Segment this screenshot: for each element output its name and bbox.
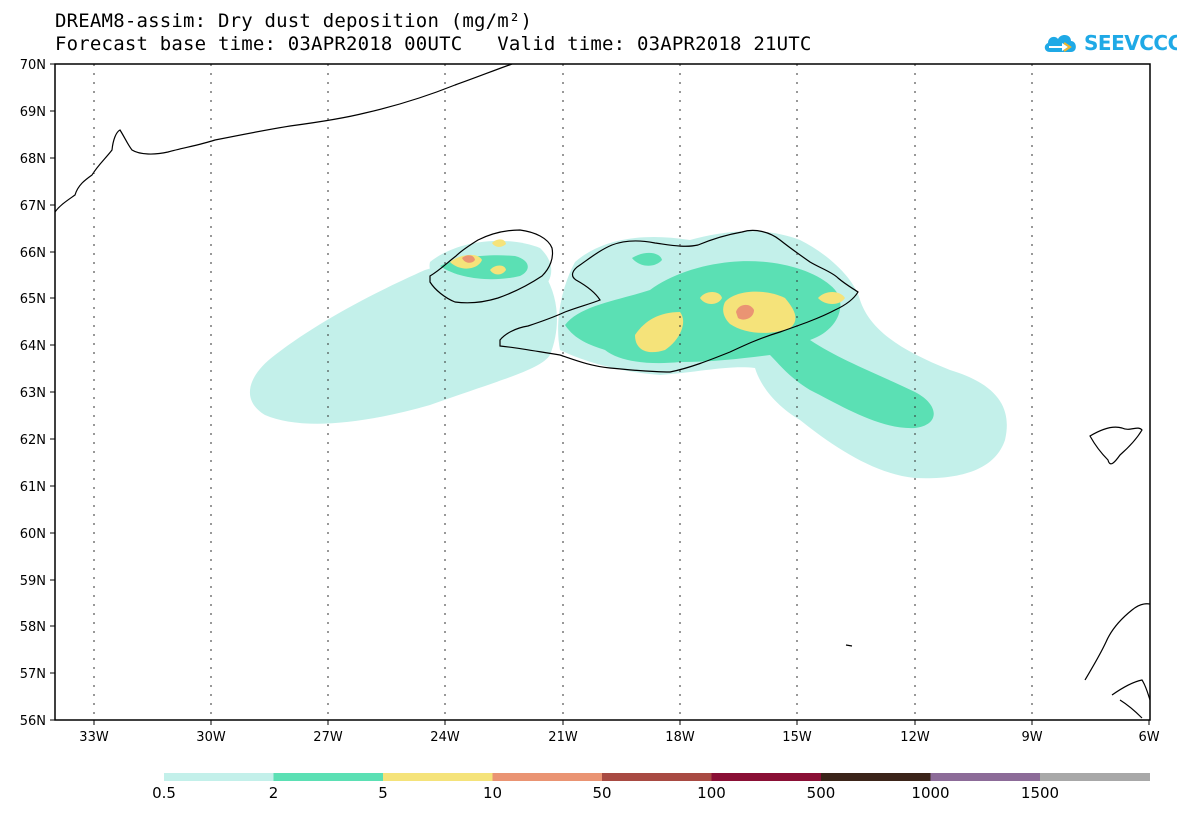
lon-label: 24W: [430, 730, 460, 745]
greenland-coast: [55, 64, 513, 213]
lon-label: 15W: [782, 730, 812, 745]
colorbar-label: 1000: [911, 784, 949, 802]
colorbar-swatch: [383, 773, 493, 781]
lat-label: 62N: [20, 433, 46, 448]
seevccc-logo: SEEVCCC: [1042, 30, 1177, 56]
gridlines: [93, 64, 1033, 720]
lon-label: 33W: [79, 730, 109, 745]
westfjords-coast: [429, 229, 554, 304]
lat-label: 68N: [20, 152, 46, 167]
lon-label: 27W: [313, 730, 343, 745]
colorbar-swatch: [164, 773, 274, 781]
colorbar-label: 1500: [1021, 784, 1059, 802]
colorbar: 0.5 2 5 10 50 100 500 1000 1500: [152, 773, 1150, 802]
colorbar-label: 50: [592, 784, 611, 802]
lat-label: 67N: [20, 199, 46, 214]
colorbar-label: 500: [807, 784, 836, 802]
colorbar-swatch: [273, 773, 384, 781]
lat-label: 61N: [20, 480, 46, 495]
lat-label: 60N: [20, 527, 46, 542]
island-speck: [845, 644, 853, 647]
lon-label: 30W: [196, 730, 226, 745]
lat-label: 58N: [20, 620, 46, 635]
lat-label: 56N: [20, 714, 46, 729]
lat-label: 70N: [20, 58, 46, 73]
lon-label: 18W: [665, 730, 695, 745]
scotland-coast: [1084, 603, 1150, 719]
iceland-coast: [499, 229, 859, 373]
lon-label: 12W: [900, 730, 930, 745]
colorbar-swatch: [602, 773, 712, 781]
colorbar-swatches: [164, 773, 1150, 781]
colorbar-swatch: [821, 773, 931, 781]
colorbar-label: 10: [483, 784, 502, 802]
coastlines: [55, 64, 1150, 719]
lon-label: 6W: [1138, 730, 1159, 745]
lat-label: 69N: [20, 105, 46, 120]
cloud-arrow-icon: [1044, 35, 1076, 52]
chart-title: DREAM8-assim: Dry dust deposition (mg/m²…: [55, 10, 533, 32]
lat-axis: 70N 69N 68N 67N 66N 65N 64N 63N 62N 61N …: [20, 58, 55, 729]
lat-label: 65N: [20, 292, 46, 307]
lat-label: 57N: [20, 667, 46, 682]
logo-text: SEEVCCC: [1084, 31, 1177, 55]
lon-label: 9W: [1021, 730, 1042, 745]
colorbar-label: 5: [378, 784, 388, 802]
colorbar-swatch: [711, 773, 822, 781]
colorbar-swatch: [1040, 773, 1150, 781]
faroe-coast: [1089, 426, 1143, 465]
map-area: [55, 64, 1150, 720]
colorbar-label: 0.5: [152, 784, 176, 802]
lat-label: 64N: [20, 339, 46, 354]
forecast-time-subtitle: Forecast base time: 03APR2018 00UTC Vali…: [55, 33, 812, 55]
colorbar-label: 100: [697, 784, 726, 802]
colorbar-swatch: [492, 773, 603, 781]
lat-label: 59N: [20, 574, 46, 589]
deposition-layer-10: [462, 255, 754, 320]
colorbar-swatch: [930, 773, 1041, 781]
lon-label: 21W: [548, 730, 578, 745]
colorbar-label: 2: [269, 784, 279, 802]
colorbar-labels: 0.5 2 5 10 50 100 500 1000 1500: [152, 784, 1059, 802]
lat-label: 66N: [20, 246, 46, 261]
lat-label: 63N: [20, 386, 46, 401]
lon-axis: 33W 30W 27W 24W 21W 18W 15W 12W 9W 6W: [79, 720, 1160, 745]
